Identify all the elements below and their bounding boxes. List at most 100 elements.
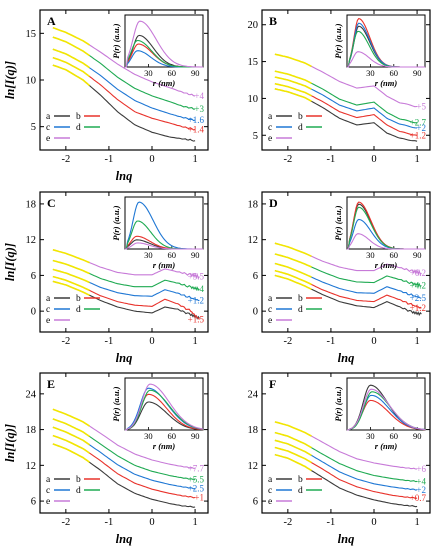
panel-c: -2 -1 0 1 0 6 12 18 lnq ln[I(q)] C +5.5 +4+1.2 +1.5 a b… xyxy=(3,191,209,365)
x-tick-label: 1 xyxy=(192,517,197,528)
inset-plot: 30 60 90 r (nm) P(r) (a.u.) xyxy=(111,14,204,88)
y-tick-label: 5 xyxy=(31,122,36,133)
legend: a b c d e xyxy=(46,475,100,507)
legend-key-b: b xyxy=(76,475,81,485)
offset-label-e: +7.7 xyxy=(188,463,205,473)
legend-key-e: e xyxy=(46,497,50,507)
inset-x-tick-label: 90 xyxy=(413,431,422,441)
legend-key-d: d xyxy=(76,486,81,496)
series-e-lowq-highlight xyxy=(274,242,312,258)
inset-x-tick-label: 30 xyxy=(144,68,153,78)
x-tick-label: -2 xyxy=(61,517,70,528)
legend-key-b: b xyxy=(298,294,303,304)
series-c-lowq-highlight xyxy=(274,439,312,457)
inset-plot: 30 60 90 r (nm) P(r) (a.u.) xyxy=(111,196,204,270)
inset-x-tick-label: 90 xyxy=(191,250,200,260)
y-tick-label: 0 xyxy=(253,307,258,318)
inset-x-tick-label: 90 xyxy=(413,250,422,260)
x-tick-label: 0 xyxy=(149,336,154,347)
offset-label-b: +1.2 xyxy=(410,130,426,140)
panel-label: E xyxy=(47,377,55,391)
legend-key-c: c xyxy=(268,305,272,315)
panel-label: B xyxy=(269,14,277,28)
legend-key-a: a xyxy=(268,475,273,485)
y-axis-label: ln[I(q)] xyxy=(3,61,17,99)
x-axis-label: lnq xyxy=(116,169,133,183)
legend-key-a: a xyxy=(46,112,51,122)
legend-key-c: c xyxy=(268,123,272,133)
series-a-lowq-highlight xyxy=(274,453,312,472)
series-c-lowq-highlight xyxy=(52,268,90,284)
y-tick-label: 15 xyxy=(26,29,37,40)
series-d-lowq-highlight xyxy=(52,418,90,438)
x-tick-label: 0 xyxy=(149,154,154,165)
panel-f: -2 -1 0 1 6 12 18 24 lnq F +6 +4+2+0.7 a b c d e 30 60 90 r … xyxy=(248,372,431,546)
y-tick-label: 12 xyxy=(26,235,37,246)
offset-label-d: +5.5 xyxy=(188,475,205,485)
inset-y-label: P(r) (a.u.) xyxy=(111,386,121,421)
inset-x-tick-label: 90 xyxy=(191,431,200,441)
inset-x-label: r (nm) xyxy=(375,260,398,270)
series-a-lowq-highlight xyxy=(52,443,90,463)
inset-frame xyxy=(346,377,426,431)
offset-label-b: +1.4 xyxy=(188,124,205,134)
panel-label: F xyxy=(269,377,276,391)
inset-series-e xyxy=(347,51,425,68)
legend-key-d: d xyxy=(298,486,303,496)
inset-x-tick-label: 60 xyxy=(390,250,399,260)
inset-plot: 30 60 90 r (nm) P(r) (a.u.) xyxy=(333,377,426,451)
inset-x-tick-label: 60 xyxy=(390,431,399,441)
y-axis-label: ln[I(q)] xyxy=(3,243,17,281)
panel-d: -2 -1 0 1 0 6 12 18 lnq D +6.2 +4.2 +2.5+1.2 a b c d e 30 6… xyxy=(248,191,431,365)
series-b-lowq-highlight xyxy=(274,269,312,286)
inset-y-label: P(r) (a.u.) xyxy=(333,205,343,240)
offset-label-c: +2.5 xyxy=(188,484,205,494)
legend-key-a: a xyxy=(46,475,51,485)
legend-key-b: b xyxy=(298,112,303,122)
legend-key-c: c xyxy=(46,305,50,315)
inset-y-label: P(r) (a.u.) xyxy=(333,386,343,421)
x-tick-label: -1 xyxy=(327,336,336,347)
inset-series-e xyxy=(125,20,203,68)
inset-frame xyxy=(346,196,426,250)
x-axis-label: lnq xyxy=(338,532,355,546)
series-b-lowq-highlight xyxy=(52,275,90,292)
inset-x-tick-label: 30 xyxy=(366,431,375,441)
series-a-lowq-highlight xyxy=(274,274,312,291)
inset-x-tick-label: 60 xyxy=(168,68,177,78)
legend: a b c d e xyxy=(46,294,100,326)
x-tick-label: -2 xyxy=(61,154,70,165)
series-b-lowq-highlight xyxy=(274,82,312,97)
legend-key-c: c xyxy=(46,486,50,496)
offset-label-e: +5.5 xyxy=(188,272,205,282)
legend-key-b: b xyxy=(76,112,81,122)
series-e-lowq-highlight xyxy=(52,26,90,46)
x-tick-label: -1 xyxy=(105,517,114,528)
inset-series-e xyxy=(347,233,425,250)
offset-label-e: +6 xyxy=(416,464,426,474)
offset-label-d: +4 xyxy=(416,476,426,486)
inset-x-label: r (nm) xyxy=(375,78,398,88)
y-tick-label: 15 xyxy=(248,57,259,68)
x-axis-label: lnq xyxy=(116,532,133,546)
y-tick-label: 6 xyxy=(31,271,36,282)
x-tick-label: 1 xyxy=(414,154,419,165)
y-tick-label: 0 xyxy=(31,307,36,318)
series-d-lowq-highlight xyxy=(52,36,90,57)
legend-key-e: e xyxy=(268,316,272,326)
inset-series-e xyxy=(347,388,426,431)
y-tick-label: 18 xyxy=(248,425,259,436)
inset-x-tick-label: 90 xyxy=(191,68,200,78)
inset-x-label: r (nm) xyxy=(153,441,176,451)
y-tick-label: 12 xyxy=(248,461,259,472)
legend-key-e: e xyxy=(46,316,50,326)
inset-x-label: r (nm) xyxy=(153,260,176,270)
inset-series-a xyxy=(125,401,204,431)
y-axis-label: ln[I(q)] xyxy=(3,424,17,462)
offset-label-c: +1.6 xyxy=(188,115,205,125)
x-tick-label: -2 xyxy=(61,336,70,347)
offset-label-e: +4 xyxy=(194,91,204,101)
panel-label: C xyxy=(47,196,56,210)
y-tick-label: 18 xyxy=(26,199,37,210)
series-d-lowq-highlight xyxy=(274,253,312,268)
